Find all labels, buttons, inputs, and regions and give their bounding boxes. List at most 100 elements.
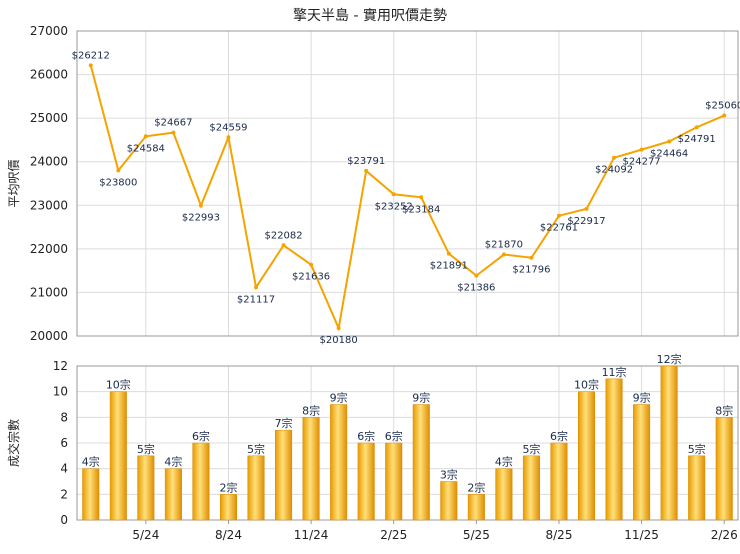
price-point — [364, 168, 369, 173]
volume-data-label: 5宗 — [137, 442, 155, 456]
volume-bar — [219, 494, 237, 521]
volume-plot-frame — [76, 365, 739, 521]
volume-data-label: 4宗 — [164, 455, 182, 469]
volume-bar — [385, 442, 403, 521]
price-y-axis-label: 平均呎價 — [7, 159, 21, 207]
x-tick-label: 5/24 — [132, 528, 159, 542]
volume-bar — [495, 468, 513, 521]
volume-data-label: 9宗 — [633, 391, 651, 405]
volume-y-axis-label: 成交宗數 — [6, 419, 21, 467]
price-point — [446, 251, 451, 256]
volume-bar — [550, 442, 568, 521]
price-data-label: $21870 — [485, 240, 523, 251]
volume-bar — [660, 365, 678, 521]
volume-bar — [164, 468, 182, 521]
volume-data-label: 11宗 — [602, 365, 627, 379]
volume-data-label: 6宗 — [357, 429, 375, 443]
price-data-labels: $26212 $23800 $24584 $24667 $22993 $24559 $211… — [72, 50, 740, 346]
price-gridlines — [77, 30, 738, 337]
volume-panel: 0 2 4 6 8 10 12 成交宗數 4宗 10宗 5宗 4宗 6宗 2宗 5宗 7宗 8宗 9宗 6宗 6宗… — [6, 352, 739, 542]
price-point — [722, 113, 727, 118]
volume-bars — [82, 365, 733, 521]
price-panel: 20000 21000 22000 23000 24000 25000 26000 27000… — [7, 24, 740, 346]
volume-y-tick-label: 10 — [53, 385, 68, 399]
price-data-label: $23791 — [347, 156, 385, 167]
x-tick-label: 11/25 — [624, 528, 659, 542]
volume-data-label: 8宗 — [715, 403, 733, 417]
price-data-label: $21796 — [512, 265, 550, 276]
x-tick-label: 11/24 — [294, 528, 329, 542]
price-data-label: $26212 — [72, 50, 110, 61]
volume-data-label: 5宗 — [247, 442, 265, 456]
price-point — [501, 252, 506, 257]
price-data-label: $21636 — [292, 272, 330, 283]
price-data-label: $23800 — [99, 177, 137, 188]
volume-bar — [578, 391, 596, 521]
price-data-label: $23184 — [402, 204, 440, 215]
volume-data-labels: 4宗 10宗 5宗 4宗 6宗 2宗 5宗 7宗 8宗 9宗 6宗 6宗 9宗 3宗 2宗 4宗 5宗 6宗 10宗… — [82, 352, 733, 494]
volume-bar — [357, 442, 375, 521]
volume-data-label: 5宗 — [522, 442, 540, 456]
price-point — [529, 255, 534, 260]
volume-bar — [522, 455, 540, 521]
volume-bar — [330, 404, 348, 521]
volume-data-label: 9宗 — [330, 391, 348, 405]
price-data-label: $22993 — [182, 213, 220, 224]
price-data-label: $22761 — [540, 223, 578, 234]
x-tick-label: 2/25 — [380, 528, 407, 542]
price-point — [584, 206, 589, 211]
volume-bar — [688, 455, 706, 521]
price-point — [281, 243, 286, 248]
volume-y-tick-label: 2 — [60, 487, 68, 501]
x-axis-ticks: 5/24 8/24 11/24 2/25 5/25 8/25 11/25 2/26 — [132, 520, 738, 542]
volume-data-label: 3宗 — [440, 468, 458, 482]
price-point — [198, 203, 203, 208]
volume-bar — [247, 455, 265, 521]
volume-bar — [412, 404, 430, 521]
price-data-label: $21117 — [237, 294, 275, 305]
price-point — [309, 262, 314, 267]
x-tick-label: 5/25 — [463, 528, 490, 542]
volume-data-label: 12宗 — [657, 352, 682, 366]
volume-bar — [109, 391, 127, 521]
price-y-ticks: 20000 21000 22000 23000 24000 25000 26000 27000 — [30, 24, 68, 343]
price-point — [336, 326, 341, 331]
price-data-label: $24791 — [678, 134, 716, 145]
price-data-label: $21386 — [457, 283, 495, 294]
volume-bar — [82, 468, 100, 521]
volume-data-label: 9宗 — [412, 391, 430, 405]
price-y-tick-label: 24000 — [30, 155, 68, 169]
volume-data-label: 6宗 — [385, 429, 403, 443]
volume-bar — [302, 417, 320, 521]
volume-data-label: 5宗 — [688, 442, 706, 456]
price-data-label: $21891 — [430, 261, 468, 272]
price-point — [474, 273, 479, 278]
volume-y-tick-label: 8 — [60, 410, 68, 424]
price-data-label: $25060 — [705, 101, 740, 112]
price-y-tick-label: 27000 — [30, 24, 68, 38]
price-point — [226, 135, 231, 140]
volume-bar — [467, 494, 485, 521]
volume-y-ticks: 0 2 4 6 8 10 12 — [53, 359, 68, 527]
volume-data-label: 6宗 — [550, 429, 568, 443]
volume-data-label: 6宗 — [192, 429, 210, 443]
price-y-tick-label: 20000 — [30, 329, 68, 343]
price-data-label: $24667 — [154, 118, 192, 129]
price-point — [419, 195, 424, 200]
price-y-tick-label: 23000 — [30, 198, 68, 212]
price-data-label: $24092 — [595, 165, 633, 176]
volume-bar — [192, 442, 210, 521]
volume-y-tick-label: 6 — [60, 436, 68, 450]
volume-bar — [275, 429, 293, 521]
price-series-line — [89, 65, 725, 332]
x-tick-label: 2/26 — [711, 528, 738, 542]
price-y-tick-label: 26000 — [30, 68, 68, 82]
price-point — [116, 168, 121, 173]
price-point — [667, 139, 672, 144]
price-point — [254, 285, 259, 290]
price-data-label: $24584 — [127, 143, 165, 154]
price-data-label: $22082 — [264, 230, 302, 241]
price-point — [639, 147, 644, 152]
price-data-label: $24464 — [650, 148, 688, 159]
